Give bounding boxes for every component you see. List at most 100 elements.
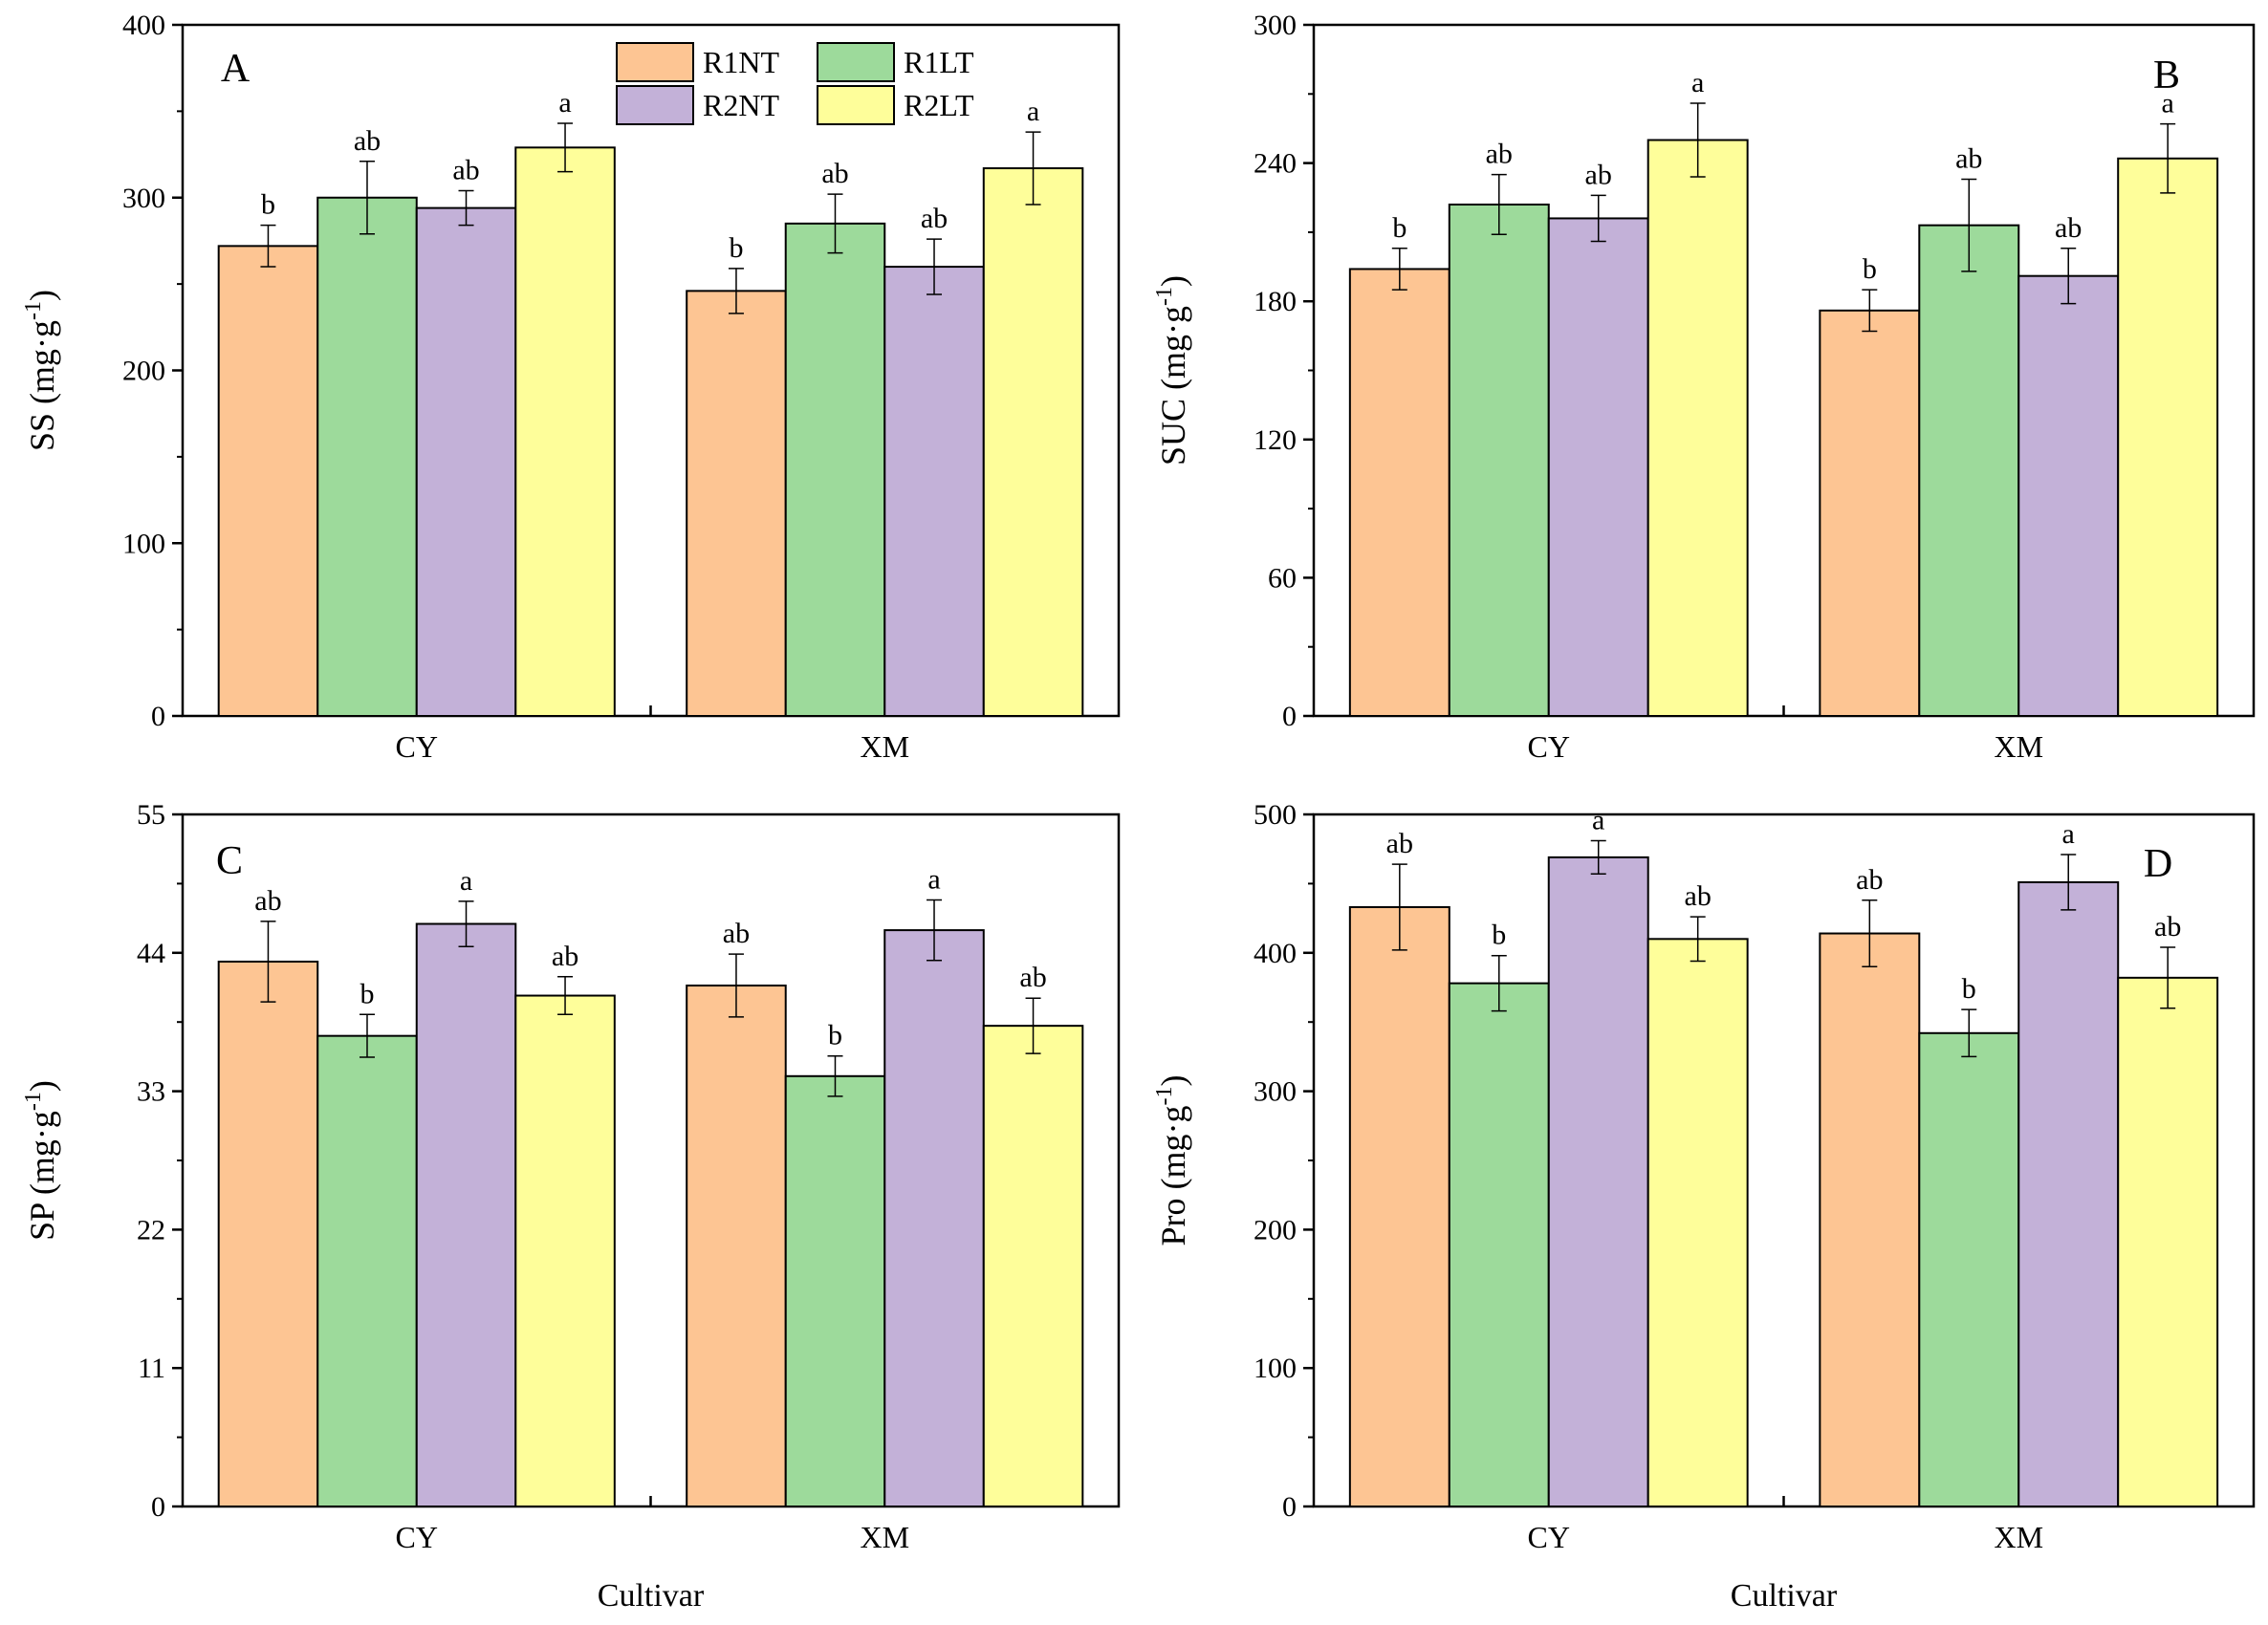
panel-letter: D bbox=[2144, 842, 2172, 886]
bar-r2lt-cy bbox=[514, 994, 616, 1508]
legend-swatch-r2nt bbox=[616, 85, 694, 125]
significance-label: b bbox=[261, 189, 275, 221]
significance-label: ab bbox=[2154, 911, 2181, 942]
x-tick-label: XM bbox=[860, 1520, 909, 1554]
y-tick-label: 300 bbox=[1254, 10, 1297, 41]
y-tick-label: 400 bbox=[1254, 938, 1297, 969]
bar-r1lt-xm bbox=[784, 222, 886, 718]
significance-label: ab bbox=[254, 885, 281, 917]
significance-label: ab bbox=[1856, 864, 1883, 896]
panel-a: 0 100 200 300 400 SS (mg·g-1) CY b ab ab a XM b ab ab a… bbox=[21, 10, 1121, 764]
significance-label: a bbox=[1592, 805, 1604, 836]
x-tick-label: XM bbox=[1994, 729, 2043, 764]
panel-b: 0 60 120 180 240 300 SUC (mg·g-1) CY b ab ab a XM b ab… bbox=[1152, 10, 2256, 764]
significance-label: ab bbox=[552, 941, 578, 972]
y-tick-label: 44 bbox=[137, 938, 165, 969]
bar-r1lt-xm bbox=[784, 1074, 886, 1507]
x-tick-label: CY bbox=[1528, 1520, 1570, 1554]
y-tick-label: 200 bbox=[1254, 1214, 1297, 1246]
x-tick-label: XM bbox=[860, 729, 909, 764]
significance-label: ab bbox=[354, 125, 381, 157]
bar-r2nt-xm bbox=[2017, 274, 2120, 717]
legend-label-r2lt: R2LT bbox=[904, 88, 974, 122]
significance-label: b bbox=[1962, 973, 1976, 1005]
significance-label: ab bbox=[1685, 880, 1712, 912]
bar-r1nt-cy bbox=[217, 245, 319, 717]
legend-swatch-r1lt bbox=[817, 42, 895, 82]
bar-r2lt-xm bbox=[982, 167, 1084, 717]
y-axis-title: SP (mg·g-1) bbox=[21, 1080, 61, 1241]
y-tick-label: 300 bbox=[1254, 1076, 1297, 1108]
bar-r2lt-xm bbox=[982, 1025, 1084, 1507]
significance-label: ab bbox=[1486, 139, 1513, 170]
significance-label: ab bbox=[1386, 828, 1413, 859]
x-axis-title: Cultivar bbox=[1731, 1578, 1838, 1614]
significance-label: a bbox=[1027, 96, 1039, 127]
significance-label: a bbox=[558, 87, 571, 119]
y-tick-label: 400 bbox=[122, 10, 165, 41]
significance-label: ab bbox=[1955, 142, 1982, 174]
y-tick-label: 55 bbox=[137, 799, 165, 831]
y-tick-label: 500 bbox=[1254, 799, 1297, 831]
y-axis-title: SS (mg·g-1) bbox=[21, 290, 61, 451]
y-tick-label: 0 bbox=[151, 1491, 165, 1523]
y-tick-label: 300 bbox=[122, 183, 165, 214]
significance-label: ab bbox=[2055, 212, 2082, 244]
bar-r1lt-cy bbox=[1448, 203, 1550, 718]
bar-r2lt-cy bbox=[514, 146, 616, 717]
panel-letter: C bbox=[216, 839, 243, 883]
bar-r1nt-xm bbox=[686, 985, 787, 1508]
bar-r1nt-xm bbox=[1819, 309, 1921, 717]
bar-r2nt-xm bbox=[883, 266, 985, 717]
y-tick-label: 200 bbox=[122, 356, 165, 387]
panel-letter: B bbox=[2153, 54, 2180, 98]
bar-r2nt-cy bbox=[1547, 856, 1649, 1507]
x-tick-label: XM bbox=[1994, 1520, 2043, 1554]
bar-r2lt-xm bbox=[2117, 157, 2219, 717]
y-tick-label: 120 bbox=[1254, 424, 1297, 456]
significance-label: a bbox=[460, 865, 472, 897]
significance-label: ab bbox=[452, 155, 479, 186]
significance-label: ab bbox=[1585, 159, 1612, 190]
x-axis-title: Cultivar bbox=[598, 1578, 705, 1614]
bar-r2nt-xm bbox=[2017, 880, 2120, 1507]
x-tick-label: CY bbox=[1528, 729, 1570, 764]
legend-swatch-r1nt bbox=[616, 42, 694, 82]
bar-r1nt-xm bbox=[686, 290, 787, 717]
legend-label-r1lt: R1LT bbox=[904, 45, 974, 79]
significance-label: a bbox=[2062, 818, 2075, 850]
bar-r2lt-cy bbox=[1646, 139, 1749, 717]
legend-label-r2nt: R2NT bbox=[703, 88, 779, 122]
bar-r2lt-xm bbox=[2117, 976, 2219, 1507]
y-tick-label: 100 bbox=[122, 528, 165, 559]
significance-label: b bbox=[1392, 212, 1407, 244]
significance-label: b bbox=[729, 232, 743, 264]
significance-label: ab bbox=[1019, 962, 1046, 993]
significance-label: b bbox=[828, 1020, 842, 1051]
bar-r1lt-xm bbox=[1918, 224, 2020, 718]
y-tick-label: 22 bbox=[137, 1214, 165, 1246]
y-tick-label: 0 bbox=[151, 701, 165, 732]
y-tick-label: 60 bbox=[1268, 562, 1297, 594]
x-tick-label: CY bbox=[396, 1520, 438, 1554]
y-tick-label: 240 bbox=[1254, 148, 1297, 180]
y-tick-label: 0 bbox=[1282, 1491, 1297, 1523]
x-tick-label: CY bbox=[396, 729, 438, 764]
bar-r1lt-cy bbox=[1448, 982, 1550, 1507]
significance-label: b bbox=[1863, 253, 1877, 285]
y-tick-label: 100 bbox=[1254, 1353, 1297, 1384]
bar-r2nt-cy bbox=[1547, 217, 1649, 717]
panel-letter: A bbox=[221, 47, 251, 91]
y-tick-label: 33 bbox=[137, 1076, 165, 1108]
bar-r1lt-cy bbox=[316, 196, 418, 717]
bar-r2nt-cy bbox=[415, 206, 517, 718]
significance-label: ab bbox=[723, 918, 750, 949]
bar-r1nt-xm bbox=[1819, 932, 1921, 1507]
significance-label: b bbox=[360, 978, 374, 1009]
bar-r1nt-cy bbox=[1348, 268, 1450, 717]
y-axis-title: SUC (mg·g-1) bbox=[1152, 275, 1192, 466]
significance-label: ab bbox=[821, 158, 848, 189]
